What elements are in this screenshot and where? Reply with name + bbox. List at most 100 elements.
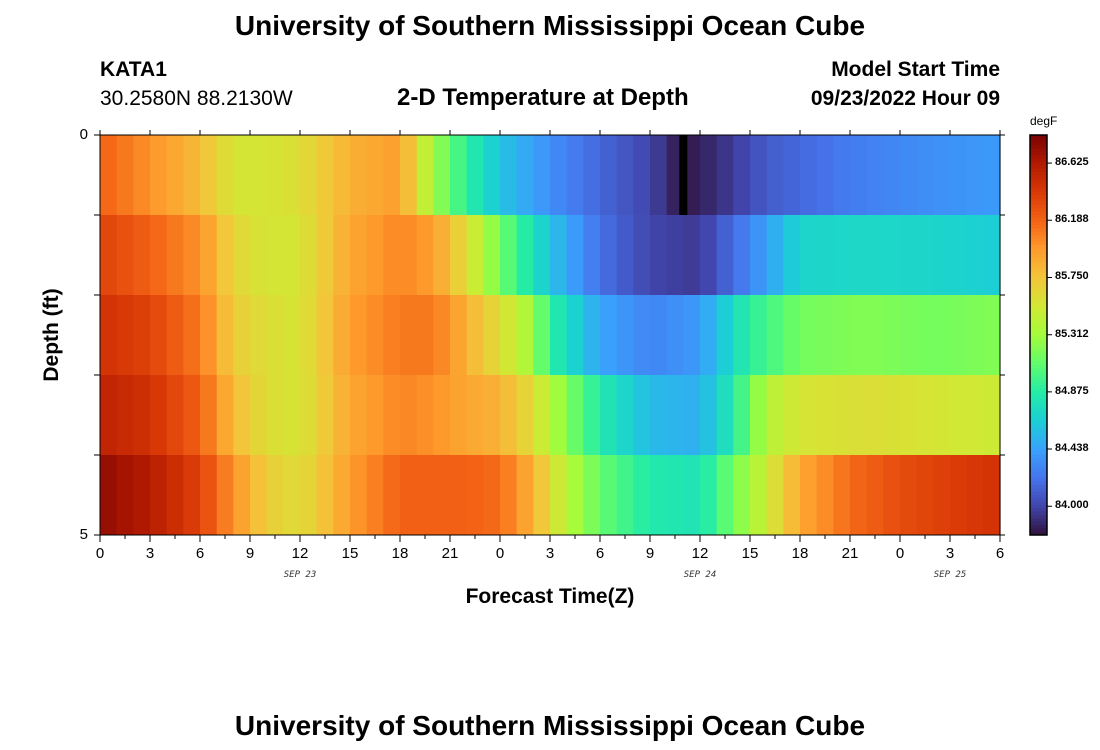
heatmap-cell (183, 295, 201, 376)
heatmap-cell (666, 375, 684, 456)
colorbar-segment (1030, 415, 1047, 419)
colorbar-segment (1030, 271, 1047, 276)
heatmap-cell (550, 215, 568, 296)
model-start-value: 09/23/2022 Hour 09 (810, 87, 1000, 110)
colorbar-segment (1030, 461, 1047, 466)
heatmap-cell (733, 375, 751, 456)
colorbar-segment (1030, 401, 1047, 406)
heatmap-cell (516, 375, 534, 456)
heatmap-cell (383, 375, 401, 456)
colorbar-segment (1030, 378, 1047, 383)
heatmap-cell (166, 135, 184, 216)
colorbar-segment (1030, 145, 1047, 149)
station-coordinates: 30.2580N 88.2130W (100, 87, 293, 110)
heatmap-cell (866, 375, 884, 456)
heatmap-cell (400, 135, 418, 216)
colorbar-segment (1030, 221, 1047, 226)
heatmap-cell (200, 215, 218, 296)
heatmap-cell (966, 295, 984, 376)
colorbar-segment (1030, 485, 1047, 489)
heatmap-cell (783, 135, 801, 216)
colorbar-segment (1030, 348, 1047, 353)
heatmap-cell (716, 375, 734, 456)
colorbar-segment (1030, 191, 1047, 196)
colorbar-segment (1030, 418, 1047, 423)
colorbar-segment (1030, 468, 1047, 473)
colorbar-segment (1030, 368, 1047, 373)
heatmap-cell (750, 375, 768, 456)
heatmap-cell (850, 215, 868, 296)
colorbar-segment (1030, 268, 1047, 273)
heatmap-cell (866, 295, 884, 376)
heatmap-cell (250, 135, 268, 216)
colorbar-segment (1030, 318, 1047, 323)
heatmap-cell (583, 295, 601, 376)
x-tick-label: 9 (245, 545, 255, 562)
colorbar-segment (1030, 315, 1047, 319)
x-tick-label: 3 (545, 545, 555, 562)
heatmap-cell (433, 215, 451, 296)
heatmap-cell (833, 295, 851, 376)
x-tick-label: 6 (595, 545, 605, 562)
colorbar-segment (1030, 358, 1047, 363)
heatmap-cell (483, 455, 501, 536)
colorbar-segment (1030, 365, 1047, 369)
heatmap-cell (600, 135, 618, 216)
colorbar-label: 85.312 (1055, 327, 1089, 340)
heatmap-cell (516, 455, 534, 536)
heatmap-cell (116, 295, 134, 376)
heatmap-cell (650, 135, 668, 216)
heatmap-cell (250, 295, 268, 376)
heatmap-cell (816, 135, 834, 216)
heatmap-cell (350, 455, 368, 536)
heatmap-cell (900, 375, 918, 456)
heatmap-cell (883, 295, 901, 376)
heatmap-cell (200, 375, 218, 456)
heatmap-cell (416, 295, 434, 376)
heatmap-cell (116, 215, 134, 296)
colorbar-segment (1030, 345, 1047, 349)
heatmap-cell (800, 215, 818, 296)
heatmap-cell (633, 295, 651, 376)
heatmap-cell (950, 295, 968, 376)
heatmap-cell (916, 455, 934, 536)
colorbar-segment (1030, 288, 1047, 293)
heatmap-cell (800, 375, 818, 456)
heatmap-cell (616, 375, 634, 456)
colorbar-segment (1030, 265, 1047, 269)
heatmap-cell (550, 375, 568, 456)
heatmap-cell (983, 375, 1001, 456)
heatmap-cell (150, 375, 168, 456)
x-tick-label: 6 (995, 545, 1005, 562)
heatmap-cell (433, 295, 451, 376)
x-axis-title: Forecast Time(Z) (465, 585, 635, 608)
colorbar-segment (1030, 241, 1047, 246)
colorbar-segment (1030, 351, 1047, 356)
colorbar-segment (1030, 391, 1047, 396)
heatmap-cell (233, 375, 251, 456)
heatmap-cell (700, 135, 718, 216)
colorbar-segment (1030, 255, 1047, 259)
heatmap-cell (750, 295, 768, 376)
colorbar-label: 84.438 (1055, 441, 1089, 454)
heatmap-cell (266, 135, 284, 216)
heatmap-cell (133, 215, 151, 296)
heatmap-cell (500, 135, 518, 216)
y-tick-label: 0 (79, 126, 88, 143)
heatmap-cell (216, 135, 234, 216)
heatmap-cell (166, 215, 184, 296)
heatmap-cell (750, 215, 768, 296)
heatmap-cell (333, 135, 351, 216)
heatmap-cell (400, 375, 418, 456)
heatmap-cell (700, 455, 718, 536)
heatmap-cell (783, 375, 801, 456)
x-tick-label: 0 (895, 545, 905, 562)
chart-axes (94, 130, 1005, 542)
heatmap-cell (150, 135, 168, 216)
colorbar-segment (1030, 428, 1047, 433)
heatmap-cell (683, 135, 701, 216)
colorbar-segment (1030, 295, 1047, 299)
heatmap-cell (350, 375, 368, 456)
heatmap-cell (633, 215, 651, 296)
x-tick-label: 0 (95, 545, 105, 562)
